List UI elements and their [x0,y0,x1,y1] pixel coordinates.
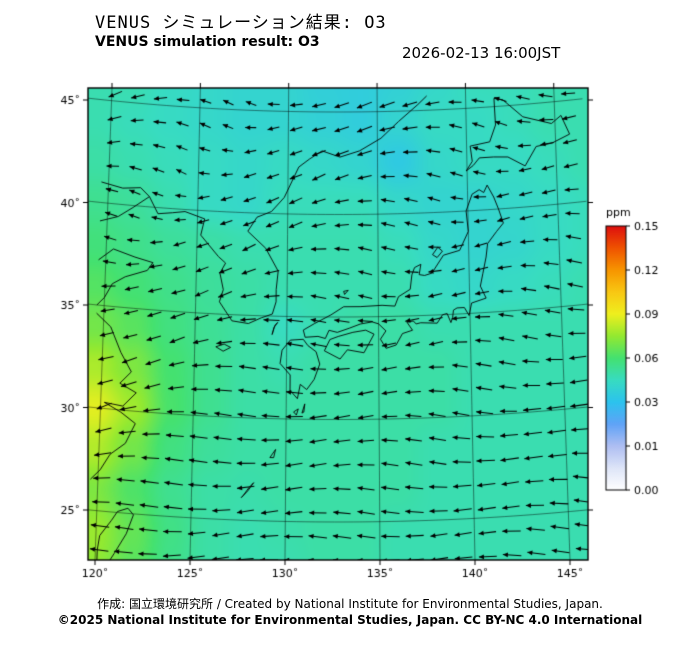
simulation-timestamp: 2026-02-13 16:00JST [402,44,561,62]
page-title-japanese: VENUS シミュレーション結果: O3 [95,13,387,33]
credit-line: 作成: 国立環境研究所 / Created by National Instit… [97,597,603,611]
copyright-line: ©2025 National Institute for Environment… [57,613,643,627]
page-title-english: VENUS simulation result: O3 [95,34,320,50]
